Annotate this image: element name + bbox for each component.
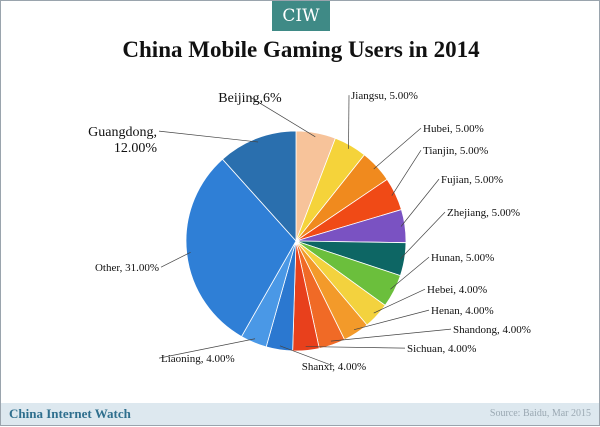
pie-label-sichuan: Sichuan, 4.00% xyxy=(407,343,476,355)
pie-label-shandong: Shandong, 4.00% xyxy=(453,324,531,336)
pie-label-beijing: Beijing,6% xyxy=(218,91,282,106)
footer-bar: China Internet Watch Source: Baidu, Mar … xyxy=(1,403,599,425)
leader-line-tianjin xyxy=(392,150,421,195)
leader-line-other xyxy=(161,252,191,267)
pie-label-shanxi: Shanxi, 4.00% xyxy=(302,361,366,373)
leader-line-fujian xyxy=(401,179,439,226)
pie-slices xyxy=(186,131,406,351)
pie-label-tianjin: Tianjin, 5.00% xyxy=(423,145,488,157)
pie-label-fujian: Fujian, 5.00% xyxy=(441,174,503,186)
pie-label-henan: Henan, 4.00% xyxy=(431,305,494,317)
pie-label-hebei: Hebei, 4.00% xyxy=(427,284,487,296)
leader-line-guangdong xyxy=(159,131,258,142)
source-note: Source: Baidu, Mar 2015 xyxy=(490,408,591,419)
pie-label-other: Other, 31.00% xyxy=(95,262,159,274)
leader-line-hubei xyxy=(374,128,421,169)
pie-label-jiangsu: Jiangsu, 5.00% xyxy=(351,90,418,102)
pie-label-guangdong: Guangdong,12.00% xyxy=(88,125,157,156)
pie-label-hunan: Hunan, 5.00% xyxy=(431,252,494,264)
pie-label-liaoning: Liaoning, 4.00% xyxy=(161,353,235,365)
pie-label-zhejiang: Zhejiang, 5.00% xyxy=(447,207,520,219)
pie-label-hubei: Hubei, 5.00% xyxy=(423,123,484,135)
brand-name: China Internet Watch xyxy=(9,406,131,422)
